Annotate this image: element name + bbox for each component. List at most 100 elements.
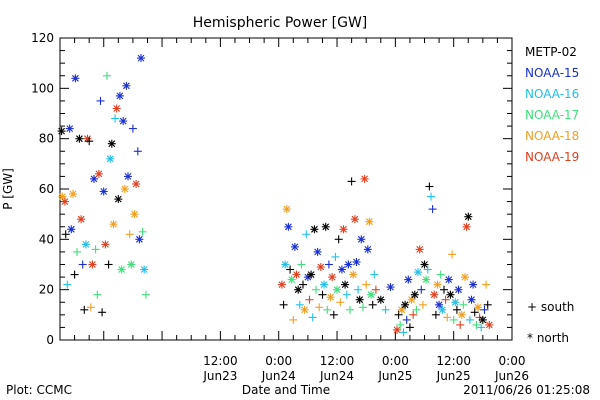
data-point-139 (431, 310, 440, 319)
data-point-23 (94, 169, 103, 178)
data-point-57 (284, 222, 293, 231)
data-point-135 (425, 182, 434, 191)
data-point-83 (326, 293, 335, 302)
data-point-3 (61, 230, 70, 239)
data-point-112 (376, 295, 385, 304)
data-point-54 (279, 300, 288, 309)
data-point-172 (485, 320, 494, 329)
data-point-45 (130, 210, 139, 219)
footer-timestamp: 2011/06/26 01:25:08 (463, 383, 590, 397)
data-point-103 (359, 303, 367, 312)
marker-key-plus: + south (527, 300, 574, 314)
legend: METP-02 NOAA-15 NOAA-16 NOAA-17 NOAA-18 NOAA-… (525, 45, 579, 164)
data-point-129 (415, 245, 424, 254)
data-point-87 (333, 285, 341, 294)
data-point-6 (67, 225, 76, 234)
data-point-90 (337, 265, 346, 274)
data-point-63 (294, 285, 303, 294)
data-point-80 (321, 222, 330, 231)
data-point-111 (371, 285, 380, 294)
data-point-143 (438, 305, 447, 314)
data-point-35 (114, 195, 123, 204)
data-point-71 (307, 270, 316, 279)
x-tick-date-5: Jun26 (494, 369, 529, 383)
data-point-17 (85, 137, 94, 146)
data-point-79 (320, 280, 329, 289)
data-point-19 (88, 260, 97, 269)
x-tick-date-1: Jun24 (261, 369, 296, 383)
data-point-49 (137, 54, 145, 63)
data-point-32 (109, 220, 118, 229)
data-point-128 (414, 268, 422, 277)
marker-key-star: * north (527, 331, 569, 345)
data-point-104 (360, 174, 369, 183)
data-point-0 (57, 127, 66, 136)
data-point-85 (329, 310, 338, 319)
data-point-60 (289, 315, 298, 324)
data-point-123 (405, 323, 414, 332)
data-point-171 (483, 300, 492, 309)
data-point-67 (300, 305, 309, 314)
data-point-64 (295, 300, 304, 309)
data-point-34 (112, 104, 121, 113)
data-point-37 (117, 265, 126, 274)
data-point-92 (341, 280, 350, 289)
data-point-47 (133, 147, 142, 156)
data-point-136 (427, 192, 435, 201)
data-point-24 (96, 96, 105, 105)
data-point-101 (355, 295, 364, 304)
data-point-95 (346, 305, 354, 314)
data-point-159 (464, 212, 473, 221)
data-point-53 (277, 280, 286, 289)
data-point-162 (469, 280, 478, 289)
data-point-43 (127, 260, 136, 269)
data-point-145 (441, 295, 450, 304)
chart-title: Hemispheric Power [GW] (193, 15, 368, 31)
y-tick-label-120: 120 (31, 31, 54, 45)
data-point-164 (472, 320, 481, 329)
data-point-167 (477, 323, 486, 332)
data-point-25 (98, 308, 107, 317)
data-point-7 (69, 190, 77, 198)
data-point-120 (401, 300, 410, 309)
data-point-154 (456, 320, 465, 329)
data-point-82 (324, 260, 333, 269)
data-point-14 (80, 305, 89, 314)
data-point-65 (297, 260, 306, 269)
data-point-22 (93, 290, 102, 299)
data-point-2 (60, 197, 69, 206)
data-point-157 (461, 273, 469, 282)
data-point-130 (417, 285, 426, 294)
data-point-18 (86, 303, 95, 312)
data-point-78 (318, 290, 327, 299)
data-point-40 (122, 81, 131, 90)
data-point-46 (132, 180, 141, 188)
legend-item-noaa-15: NOAA-15 (525, 66, 579, 80)
data-point-88 (334, 235, 343, 244)
data-point-84 (328, 273, 337, 282)
data-point-108 (367, 290, 376, 299)
data-point-125 (409, 310, 418, 319)
data-point-161 (467, 295, 476, 304)
x-tick-date-2: Jun24 (319, 369, 354, 383)
data-point-119 (399, 328, 408, 337)
data-point-115 (393, 325, 401, 334)
data-point-113 (381, 305, 390, 314)
data-point-5 (65, 124, 74, 133)
data-point-98 (350, 215, 359, 224)
y-tick-label-60: 60 (39, 182, 54, 196)
data-point-75 (313, 247, 322, 256)
data-point-39 (120, 185, 129, 193)
data-point-10 (73, 247, 81, 256)
data-point-21 (91, 245, 100, 254)
data-point-150 (449, 315, 458, 324)
data-point-4 (63, 280, 72, 289)
data-point-168 (478, 315, 487, 324)
data-point-73 (310, 225, 319, 234)
data-point-99 (352, 258, 361, 266)
x-tick-time-4: 12:00 (436, 354, 471, 368)
data-point-27 (101, 240, 110, 249)
data-point-94 (344, 260, 353, 269)
data-point-51 (140, 265, 149, 274)
data-point-33 (111, 114, 120, 123)
